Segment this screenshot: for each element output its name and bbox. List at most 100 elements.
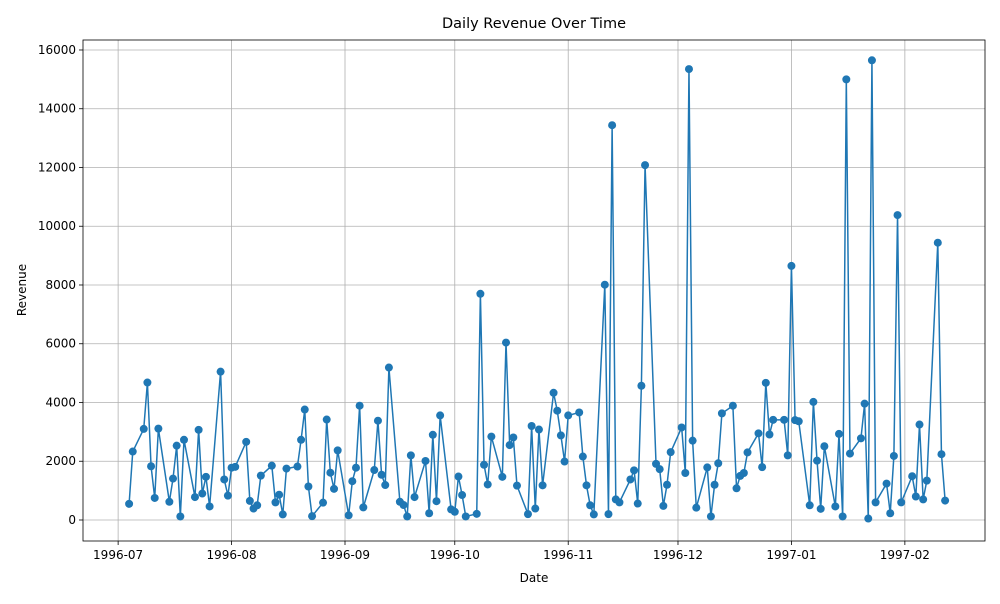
marker [421, 456, 430, 465]
marker [564, 411, 573, 420]
marker [169, 474, 178, 483]
marker [688, 436, 697, 445]
marker [637, 381, 646, 390]
marker [278, 510, 287, 519]
marker [538, 481, 547, 490]
marker [703, 463, 712, 472]
marker [125, 499, 134, 508]
marker [915, 420, 924, 429]
marker [908, 472, 917, 481]
y-tick-label: 16000 [38, 43, 76, 57]
y-tick-label: 14000 [38, 102, 76, 116]
marker [139, 424, 148, 433]
marker [480, 460, 489, 469]
marker [194, 425, 203, 434]
marker [351, 463, 360, 472]
y-tick-label: 10000 [38, 219, 76, 233]
marker [253, 501, 262, 510]
marker [655, 465, 664, 474]
marker [626, 475, 635, 484]
marker [834, 429, 843, 438]
marker [553, 406, 562, 415]
marker [531, 504, 540, 513]
marker [220, 475, 229, 484]
marker [864, 514, 873, 523]
marker [231, 462, 240, 471]
x-tick-label: 1997-01 [766, 548, 816, 562]
marker [176, 512, 185, 521]
marker [633, 499, 642, 508]
marker [838, 512, 847, 521]
x-tick-label: 1996-11 [543, 548, 593, 562]
marker [556, 431, 565, 440]
marker [706, 512, 715, 521]
marker [897, 498, 906, 507]
marker [933, 238, 942, 247]
marker [845, 449, 854, 458]
marker [758, 463, 767, 472]
marker [330, 484, 339, 493]
marker [300, 405, 309, 414]
marker [630, 466, 639, 475]
marker [333, 446, 342, 455]
marker [677, 423, 686, 432]
marker [860, 399, 869, 408]
marker [589, 510, 598, 519]
marker [911, 492, 920, 501]
marker [476, 289, 485, 298]
marker [271, 498, 280, 507]
marker [816, 504, 825, 513]
marker [937, 450, 946, 459]
marker [578, 452, 587, 461]
marker [297, 435, 306, 444]
marker [275, 490, 284, 499]
marker [256, 471, 265, 480]
marker [523, 510, 532, 519]
marker [472, 509, 481, 518]
marker [216, 367, 225, 376]
marker [509, 433, 518, 442]
marker [710, 480, 719, 489]
marker [769, 415, 778, 424]
marker [165, 497, 174, 506]
x-tick-label: 1996-10 [430, 548, 480, 562]
y-tick-label: 8000 [45, 278, 76, 292]
marker [359, 503, 368, 512]
marker [743, 448, 752, 457]
marker [483, 480, 492, 489]
marker [436, 411, 445, 420]
marker [432, 497, 441, 506]
x-tick-label: 1996-12 [653, 548, 703, 562]
marker [425, 509, 434, 518]
marker [370, 466, 379, 475]
y-tick-label: 4000 [45, 395, 76, 409]
y-tick-label: 12000 [38, 160, 76, 174]
marker [663, 480, 672, 489]
marker [919, 495, 928, 504]
y-tick-label: 0 [68, 513, 76, 527]
marker [198, 489, 207, 498]
marker [308, 512, 317, 521]
marker [172, 441, 181, 450]
marker [154, 424, 163, 433]
marker [604, 510, 613, 519]
marker [282, 464, 291, 473]
marker [549, 388, 558, 397]
marker [534, 425, 543, 434]
marker [714, 459, 723, 468]
marker [487, 432, 496, 441]
marker [886, 509, 895, 518]
marker [293, 462, 302, 471]
marker [498, 472, 507, 481]
x-tick-label: 1996-08 [206, 548, 256, 562]
marker [889, 451, 898, 460]
marker [856, 434, 865, 443]
marker [765, 430, 774, 439]
y-axis-label: Revenue [15, 264, 29, 316]
marker [344, 511, 353, 520]
marker [242, 437, 251, 446]
marker [608, 121, 617, 130]
marker [681, 468, 690, 477]
marker [882, 479, 891, 488]
